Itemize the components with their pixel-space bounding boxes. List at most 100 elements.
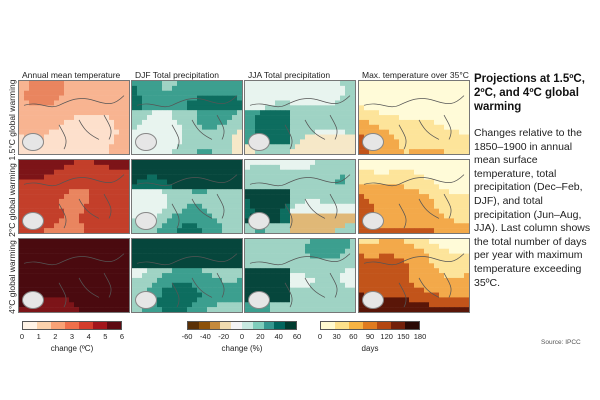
map-cell [84, 277, 90, 284]
map-cell [330, 223, 336, 229]
map-cell [147, 263, 153, 269]
map-cell [99, 292, 105, 298]
map-cell [280, 194, 286, 200]
map-cell [147, 174, 153, 180]
map-cell [49, 90, 55, 96]
map-cell [227, 292, 233, 298]
map-cell [162, 160, 168, 166]
map-cell [389, 282, 395, 288]
map-cell [394, 105, 400, 111]
map-cell [19, 174, 25, 180]
map-cell [167, 179, 173, 185]
map-cell [350, 307, 355, 312]
map-cell [429, 164, 435, 170]
map-cell [172, 164, 178, 170]
map-cell [222, 139, 228, 145]
map-cell [345, 208, 351, 214]
map-cell [124, 273, 129, 279]
map-cell [59, 160, 65, 166]
map-cell [99, 179, 105, 185]
map-cell [290, 149, 296, 154]
map-cell [364, 258, 370, 264]
map-cell [64, 203, 70, 209]
map-cell [275, 139, 281, 145]
map-cell [424, 213, 430, 219]
map-cell [394, 164, 400, 170]
map-cell [439, 139, 445, 145]
map-cell [335, 149, 341, 154]
map-cell [222, 302, 228, 308]
map-cell [350, 223, 355, 229]
map-cell [147, 105, 153, 111]
map-cell [24, 248, 30, 254]
map-cell [19, 129, 25, 135]
map-cell [79, 149, 85, 154]
map-cell [124, 95, 129, 101]
map-cell [345, 100, 351, 106]
map-cell [217, 110, 223, 116]
map-cell [142, 95, 148, 101]
map-cell [374, 179, 380, 185]
map-field [245, 160, 355, 233]
map-cell [89, 105, 95, 111]
map-cell [59, 100, 65, 106]
map-cell [464, 189, 469, 195]
map-cell [285, 198, 291, 205]
map-cell [74, 139, 80, 145]
map-cell [29, 194, 35, 200]
map-cell [192, 81, 198, 87]
map-cell [419, 164, 425, 170]
map-cell [49, 149, 55, 154]
map-cell [404, 213, 410, 219]
map-cell [49, 100, 55, 106]
map-cell [232, 164, 238, 170]
map-cell [142, 100, 148, 106]
map-cell [29, 307, 35, 312]
map-cell [325, 248, 331, 254]
map-cell [434, 194, 440, 200]
map-cell [157, 129, 163, 135]
map-cell [222, 110, 228, 116]
map-cell [79, 189, 85, 195]
map-cell [280, 307, 286, 312]
map-cell [399, 95, 405, 101]
map-cell [310, 184, 316, 190]
map-cell [197, 239, 203, 245]
map-cell [157, 307, 163, 312]
map-cell [255, 239, 261, 245]
map-cell [74, 198, 80, 205]
map-cell [389, 90, 395, 96]
map-cell [250, 258, 256, 264]
map-cell [280, 198, 286, 205]
map-cell [49, 218, 55, 224]
map-cell [54, 174, 60, 180]
map-cell [137, 287, 143, 293]
map-cell [119, 90, 125, 96]
map-cell [114, 115, 120, 121]
map-cell [369, 228, 375, 233]
map-cell [44, 198, 50, 205]
map-cell [464, 228, 469, 233]
map-cell [202, 184, 208, 190]
map-cell [182, 144, 188, 150]
map-cell [429, 287, 435, 293]
map-cell [250, 110, 256, 116]
map-cell [255, 115, 261, 121]
map-cell [340, 282, 346, 288]
map-cell [217, 174, 223, 180]
map-cell [335, 119, 341, 126]
map-cell [24, 282, 30, 288]
map-cell [350, 105, 355, 111]
map-cell [384, 287, 390, 293]
map-cell [34, 174, 40, 180]
map-cell [114, 213, 120, 219]
map-cell [39, 129, 45, 135]
map-cell [114, 139, 120, 145]
map-cell [434, 90, 440, 96]
map-cell [132, 149, 138, 154]
map-cell [89, 139, 95, 145]
map-cell [182, 85, 188, 91]
map-cell [94, 100, 100, 106]
map-cell [232, 268, 238, 274]
map-cell [340, 160, 346, 166]
